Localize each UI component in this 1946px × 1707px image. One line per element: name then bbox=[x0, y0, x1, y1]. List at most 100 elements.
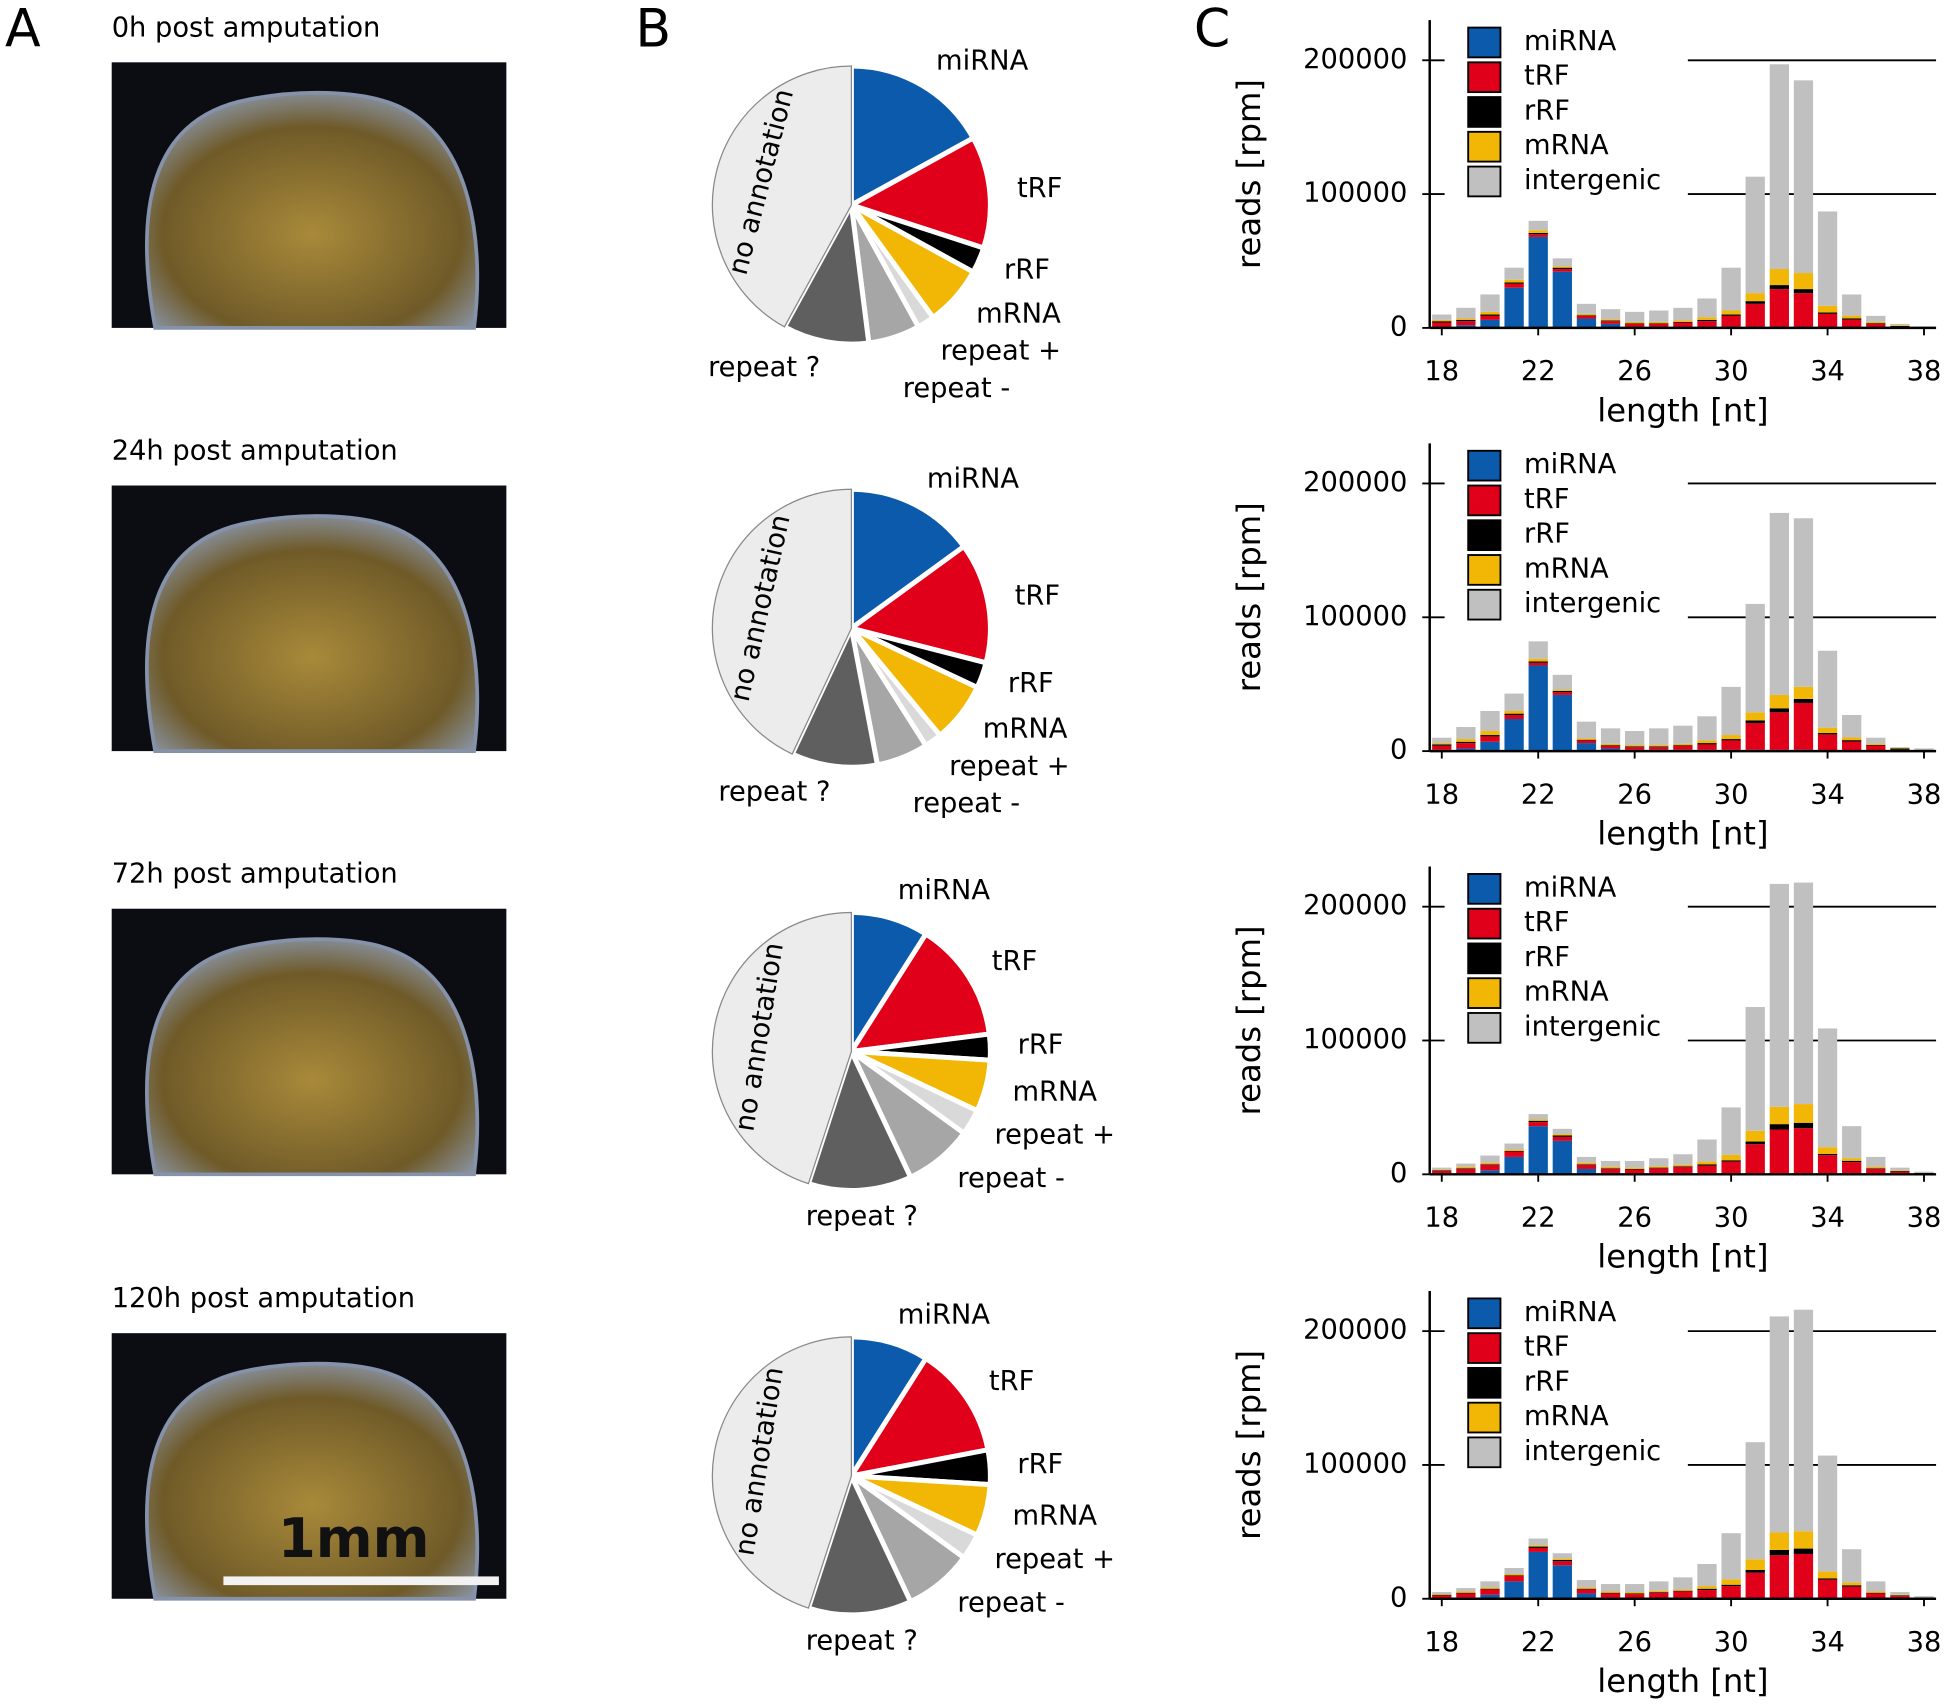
bar-segment bbox=[1673, 1589, 1693, 1591]
bar-segment bbox=[1673, 321, 1693, 323]
bar-segment bbox=[1625, 747, 1645, 750]
bar-segment bbox=[1890, 747, 1910, 749]
bar-segment bbox=[1649, 728, 1669, 746]
bar-segment bbox=[1432, 1592, 1452, 1595]
bar-segment bbox=[1432, 737, 1452, 744]
bar-segment bbox=[1504, 282, 1524, 284]
bar-segment bbox=[1576, 1164, 1597, 1165]
bar-segment bbox=[1528, 665, 1548, 752]
legend-swatch bbox=[1467, 1366, 1502, 1399]
bar-segment bbox=[1552, 266, 1572, 268]
y-tick-label: 100000 bbox=[1303, 601, 1407, 632]
bar-segment bbox=[1504, 287, 1524, 328]
photo-specimen bbox=[145, 937, 480, 1177]
bar-segment bbox=[1866, 1166, 1886, 1169]
bar-segment bbox=[1817, 305, 1838, 313]
legend-label: intergenic bbox=[1524, 1436, 1661, 1467]
y-tick-label: 200000 bbox=[1303, 467, 1407, 498]
legend-swatch bbox=[1467, 165, 1502, 198]
bar-segment bbox=[1456, 1591, 1476, 1593]
bar-segment bbox=[1625, 731, 1645, 746]
bar-segment bbox=[1649, 746, 1669, 748]
legend-label: intergenic bbox=[1524, 588, 1661, 619]
legend-swatch bbox=[1467, 1436, 1502, 1469]
pie-label: mRNA bbox=[1012, 1501, 1097, 1532]
bar-segment bbox=[1649, 310, 1669, 322]
bar-segment bbox=[1673, 725, 1693, 744]
bar-segment bbox=[1673, 1166, 1693, 1174]
bar-segment bbox=[1528, 1119, 1548, 1121]
pie-label: repeat + bbox=[995, 1544, 1116, 1575]
bar-segment bbox=[1432, 1594, 1452, 1596]
bar-segment bbox=[1504, 1576, 1524, 1582]
bar-segment bbox=[1769, 883, 1789, 1107]
x-tick-label: 22 bbox=[1521, 1202, 1556, 1233]
bar-segment bbox=[1673, 322, 1693, 327]
pie-label: mRNA bbox=[983, 714, 1068, 745]
bar-segment bbox=[1673, 320, 1693, 322]
bar-segment bbox=[1649, 323, 1669, 327]
pie-label: rRF bbox=[1004, 255, 1050, 286]
bar-segment bbox=[1552, 1565, 1572, 1599]
bar-segment bbox=[1914, 748, 1934, 750]
bar-segment bbox=[1721, 1160, 1741, 1162]
bar-segment bbox=[1480, 731, 1500, 736]
bar-segment bbox=[1480, 1594, 1500, 1599]
bar-segment bbox=[1600, 321, 1621, 324]
bar-segment bbox=[1842, 1158, 1862, 1161]
y-tick-label: 100000 bbox=[1303, 1448, 1407, 1479]
bar-segment bbox=[1600, 748, 1621, 752]
y-axis-title: reads [rpm] bbox=[1230, 79, 1268, 269]
bar-segment bbox=[1721, 735, 1741, 740]
bar-segment bbox=[1866, 744, 1886, 746]
bar-segment bbox=[1576, 1588, 1597, 1590]
bar-segment bbox=[1745, 303, 1765, 327]
bar-segment bbox=[1552, 1128, 1572, 1135]
legend-label: tRF bbox=[1524, 907, 1569, 938]
bar-segment bbox=[1649, 1592, 1669, 1593]
bar-segment bbox=[1432, 743, 1452, 745]
photo-specimen bbox=[145, 90, 480, 330]
bar-segment bbox=[1456, 1163, 1476, 1167]
bar-segment bbox=[1769, 1316, 1789, 1533]
pie-slice bbox=[711, 911, 852, 1185]
bar-segment bbox=[1625, 1594, 1645, 1599]
legend-swatch bbox=[1467, 554, 1502, 586]
bar-segment bbox=[1697, 743, 1717, 745]
legend-swatch bbox=[1467, 61, 1502, 94]
bar-segment bbox=[1480, 1587, 1500, 1589]
bar-segment bbox=[1504, 1581, 1524, 1599]
bar-segment bbox=[1576, 738, 1597, 740]
bar-segment bbox=[1817, 312, 1838, 314]
bar-segment bbox=[1528, 1551, 1548, 1599]
bar-segment bbox=[1552, 689, 1572, 691]
bar-segment bbox=[1456, 739, 1476, 742]
bar-segment bbox=[1456, 1588, 1476, 1592]
bar-segment bbox=[1625, 1584, 1645, 1593]
bar-segment bbox=[1793, 1553, 1814, 1599]
bar-segment bbox=[1480, 311, 1500, 315]
pie-label: repeat - bbox=[913, 788, 1021, 819]
bar-segment bbox=[1721, 1584, 1741, 1587]
bar-segment bbox=[1625, 323, 1645, 327]
bar-segment bbox=[1793, 882, 1814, 1105]
bar-segment bbox=[1697, 1165, 1717, 1174]
legend-label: mRNA bbox=[1524, 1401, 1609, 1432]
bar-segment bbox=[1600, 1166, 1621, 1169]
bar-segment bbox=[1528, 234, 1548, 237]
pie-label: repeat ? bbox=[708, 352, 820, 383]
pie-label: rRF bbox=[1008, 668, 1054, 699]
bar-segment bbox=[1649, 1590, 1669, 1593]
x-tick-label: 38 bbox=[1907, 1627, 1942, 1658]
bar-segment bbox=[1745, 1442, 1765, 1560]
bar-segment bbox=[1769, 512, 1789, 695]
bar-segment bbox=[1576, 1593, 1597, 1599]
pie-label: tRF bbox=[992, 946, 1037, 977]
bar-segment bbox=[1600, 743, 1621, 746]
bar-segment bbox=[1432, 1595, 1452, 1599]
pie-slice bbox=[781, 197, 872, 347]
bar-segment bbox=[1721, 1533, 1741, 1580]
bar-segment bbox=[1649, 745, 1669, 747]
bar-segment bbox=[1576, 1156, 1597, 1163]
bar-segment bbox=[1890, 1594, 1910, 1596]
